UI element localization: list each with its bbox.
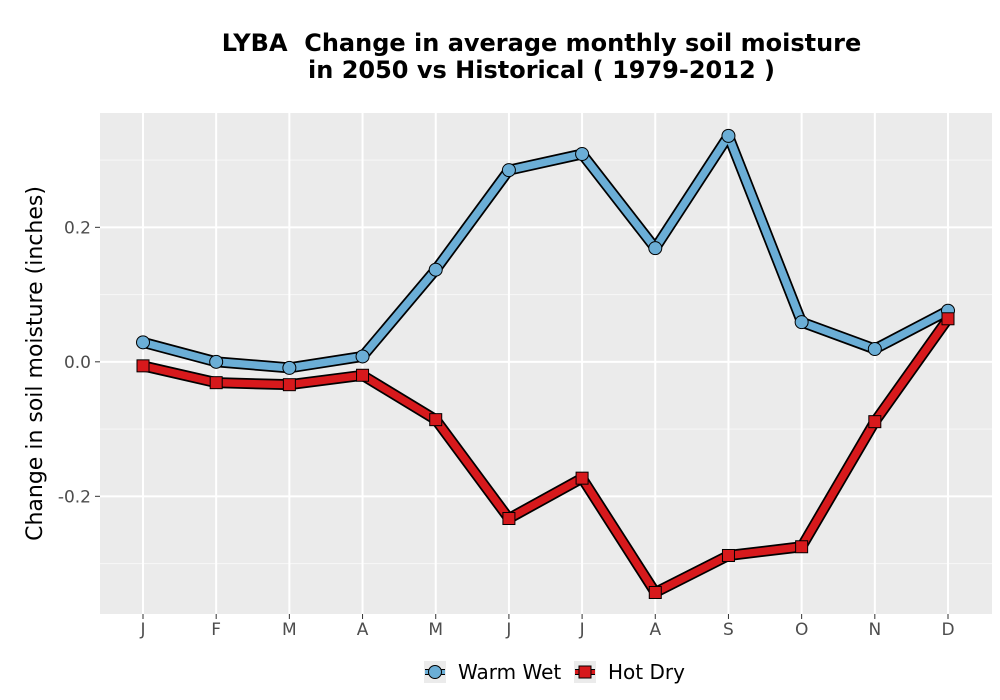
- data-point: [356, 368, 370, 382]
- series-hot-dry: [136, 312, 955, 599]
- x-tick-label: A: [357, 620, 369, 640]
- data-point: [575, 471, 589, 485]
- legend: Warm Wet Hot Dry: [424, 660, 685, 684]
- data-point: [209, 376, 223, 390]
- data-point: [136, 359, 150, 373]
- data-point: [355, 349, 370, 364]
- data-point: [721, 128, 736, 143]
- legend-key-marker: [428, 665, 442, 679]
- chart-title: LYBA Change in average monthly soil mois…: [0, 30, 1000, 84]
- x-tick-label: M: [428, 620, 443, 640]
- data-point: [282, 378, 296, 392]
- data-point: [209, 354, 224, 369]
- data-point: [795, 540, 809, 554]
- y-tick-label: 0.2: [64, 218, 91, 238]
- x-tick-label: J: [579, 620, 585, 640]
- legend-key-marker: [578, 665, 592, 679]
- x-tick-label: J: [139, 620, 145, 640]
- data-point: [867, 342, 882, 357]
- data-point: [575, 147, 590, 162]
- data-point: [648, 585, 662, 599]
- data-point: [429, 413, 443, 427]
- x-tick-label: A: [649, 620, 661, 640]
- legend-label: Hot Dry: [608, 660, 685, 684]
- x-tick-label: S: [723, 620, 734, 640]
- data-point: [502, 512, 516, 526]
- series-layer: [136, 128, 955, 599]
- x-tick-label: M: [282, 620, 297, 640]
- legend-item: Hot Dry: [574, 660, 685, 684]
- data-point: [941, 312, 955, 326]
- data-point: [136, 335, 150, 350]
- data-point: [794, 315, 809, 330]
- data-point: [282, 360, 297, 375]
- y-tick-label: -0.2: [58, 487, 91, 507]
- data-point: [428, 262, 443, 277]
- data-point: [721, 548, 735, 562]
- legend-label: Warm Wet: [458, 660, 561, 684]
- x-tick-label: F: [211, 620, 221, 640]
- y-axis-label: Change in soil moisture (inches): [23, 186, 48, 541]
- x-tick-label: D: [941, 620, 954, 640]
- y-tick-label: 0.0: [64, 353, 91, 373]
- x-tick-label: N: [868, 620, 881, 640]
- legend-item: Warm Wet: [424, 660, 561, 684]
- x-tick-label: J: [505, 620, 511, 640]
- data-point: [648, 241, 663, 256]
- chart-title-line-2: in 2050 vs Historical ( 1979-2012 ): [308, 56, 775, 84]
- y-axis: -0.2 0.0 0.2: [58, 218, 100, 507]
- series-line: [139, 132, 952, 372]
- data-point: [501, 163, 516, 178]
- series-line: [139, 315, 952, 597]
- chart-title-line-1: LYBA Change in average monthly soil mois…: [221, 29, 862, 57]
- data-point: [868, 415, 882, 429]
- x-tick-label: O: [795, 620, 808, 640]
